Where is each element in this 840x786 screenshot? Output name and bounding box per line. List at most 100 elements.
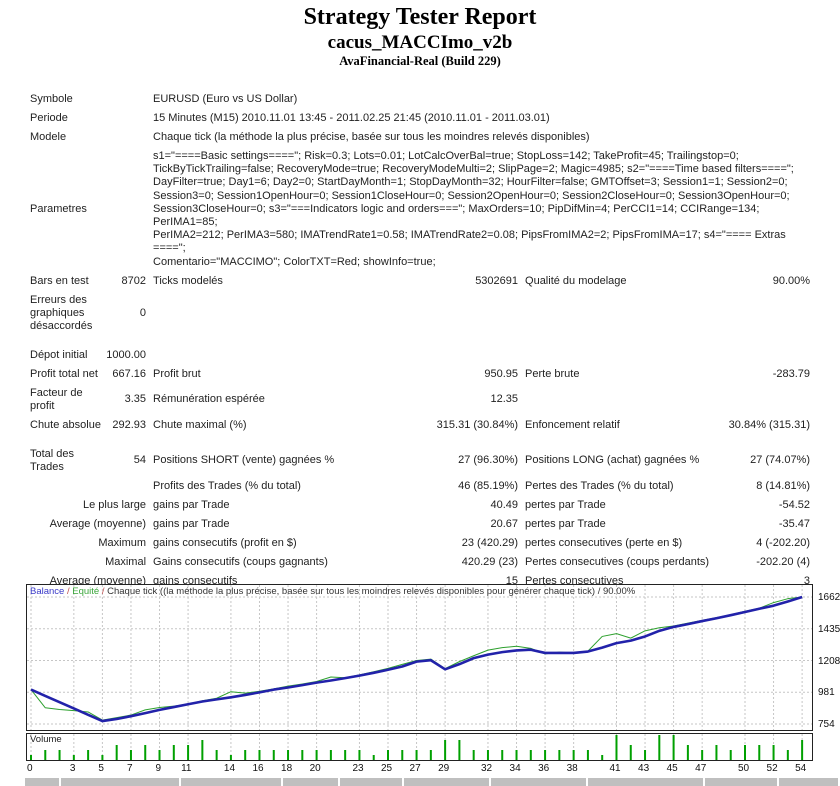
stats-cell: pertes par Trade xyxy=(525,517,606,530)
x-tick-label: 20 xyxy=(309,763,321,774)
stats-cell: 46 (85.19%) xyxy=(458,479,519,492)
balance-curve xyxy=(27,585,812,730)
y-tick-label: 1435 xyxy=(818,623,840,635)
stats-cell: EURUSD (Euro vs US Dollar) xyxy=(153,93,298,105)
stats-cell: -283.79 xyxy=(772,367,811,380)
stats-cell: gains consecutifs xyxy=(153,574,238,587)
stats-cell: 315.31 (30.84%) xyxy=(436,418,519,431)
stats-spacer-row xyxy=(30,435,812,445)
stats-cell: Dépot initial xyxy=(30,348,88,361)
stats-cell: Erreurs des graphiques désaccordés xyxy=(30,293,93,332)
trades-col xyxy=(588,778,703,786)
stats-cell: Pertes des Trades (% du total) xyxy=(525,479,674,492)
stats-cell: Rémunération espérée xyxy=(153,393,265,406)
chart-area: Balance / Equité / Chaque tick ((la méth… xyxy=(0,584,840,778)
stats-row: Modele Chaque tick (la méthode la plus pr… xyxy=(30,128,812,147)
stats-cell: pertes consecutives (perte en $) xyxy=(525,536,683,549)
stats-cell: 15 Minutes (M15) 2010.11.01 13:45 - 2011… xyxy=(153,112,550,124)
stats-cell xyxy=(148,291,812,336)
stats-cell: s1="====Basic settings===="; Risk=0.3; L… xyxy=(153,150,794,268)
stats-row: Maximum gains consecutifs (profit en $) 23… xyxy=(30,534,812,553)
stats-row: Erreurs des graphiques désaccordés 0 xyxy=(30,291,812,336)
stats-cell: 4 (-202.20) xyxy=(756,536,811,549)
volume-label: Volume xyxy=(30,734,62,745)
x-tick-label: 23 xyxy=(352,763,364,774)
stats-cell: 30.84% (315.31) xyxy=(728,418,811,431)
stats-cell: Ticks modelés xyxy=(153,274,223,287)
stats-row: Profit total net 667.16 Profit brut 950.95 P… xyxy=(30,365,812,384)
trades-col xyxy=(705,778,777,786)
stats-cell: 3.35 xyxy=(124,393,147,406)
balance-equity-chart: Balance / Equité / Chaque tick ((la méth… xyxy=(26,584,813,731)
stats-cell: Perte brute xyxy=(525,367,580,380)
stats-cell: 23 (420.29) xyxy=(461,536,519,549)
stats-cell: 3 xyxy=(803,574,811,587)
stats-cell: Pertes consecutives xyxy=(525,574,624,587)
x-tick-label: 50 xyxy=(738,763,750,774)
stats-cell: 27 (96.30%) xyxy=(458,454,519,467)
server-build: AvaFinancial-Real (Build 229) xyxy=(339,54,501,68)
expert-name: cacus_MACCImo_v2b xyxy=(327,32,513,53)
stats-cell xyxy=(30,477,148,496)
stats-row: Periode 15 Minutes (M15) 2010.11.01 13:45… xyxy=(30,109,812,128)
legend-item: Balance xyxy=(30,586,65,597)
x-tick-label: 7 xyxy=(126,763,133,774)
x-tick-label: 54 xyxy=(795,763,807,774)
stats-cell: Chute maximal (%) xyxy=(153,418,247,431)
stats-row: Average (moyenne) gains consecutifs 15 Pert… xyxy=(30,572,812,591)
x-tick-label: 11 xyxy=(181,763,192,774)
stats-cell xyxy=(148,346,812,365)
stats-cell: 20.67 xyxy=(490,517,519,530)
report-title: Strategy Tester Report xyxy=(303,4,537,30)
stats-cell: 667.16 xyxy=(112,367,147,380)
x-tick-label: 32 xyxy=(480,763,493,774)
x-tick-label: 0 xyxy=(27,763,33,774)
chart-legend: Balance / Equité / Chaque tick ((la méth… xyxy=(30,586,635,597)
stats-spacer-row xyxy=(30,336,812,346)
stats-cell: Positions LONG (achat) gagnées % xyxy=(525,454,700,467)
stats-cell: Total des Trades xyxy=(30,447,75,473)
volume-bars xyxy=(30,734,804,760)
stats-cell: Average (moyenne) xyxy=(49,517,147,530)
stats-row: Symbole EURUSD (Euro vs US Dollar) xyxy=(30,90,812,109)
stats-cell: 40.49 xyxy=(490,498,519,511)
trades-col xyxy=(779,778,838,786)
stats-cell: Enfoncement relatif xyxy=(525,418,620,431)
stats-cell: Pertes consecutives (coups perdants) xyxy=(525,555,710,568)
y-tick-label: 1208 xyxy=(818,655,840,667)
stats-cell: Maximal xyxy=(105,555,147,568)
stats-cell: 950.95 xyxy=(484,367,519,380)
x-tick-label: 3 xyxy=(69,763,76,774)
stats-cell: 90.00% xyxy=(772,274,811,287)
legend-item: / xyxy=(64,586,73,597)
trades-col xyxy=(340,778,402,786)
stats-cell: Parametres xyxy=(30,202,87,215)
trades-col xyxy=(404,778,489,786)
stats-row: Total des Trades 54 Positions SHORT (vente… xyxy=(30,445,812,477)
stats-cell: gains par Trade xyxy=(153,517,230,530)
x-tick-label: 14 xyxy=(223,763,236,774)
stats-cell: 0 xyxy=(139,306,147,319)
legend-item: Equité xyxy=(72,586,100,597)
stats-cell: -54.52 xyxy=(778,498,811,511)
stats-cell: 54 xyxy=(133,454,147,467)
stats-cell: Le plus large xyxy=(83,498,147,511)
stats-cell: Chute absolue xyxy=(30,418,101,431)
stats-cell: 27 (74.07%) xyxy=(750,454,811,467)
stats-cell: Modele xyxy=(30,131,67,143)
x-tick-label: 34 xyxy=(509,763,521,774)
legend-item: / xyxy=(99,586,108,597)
stats-row: Average (moyenne) gains par Trade 20.67 per… xyxy=(30,515,812,534)
stats-row: Le plus large gains par Trade 40.49 pertes … xyxy=(30,496,812,515)
x-tick-label: 38 xyxy=(566,763,578,774)
stats-row: Maximal Gains consecutifs (coups gagnants… xyxy=(30,553,812,572)
x-tick-label: 45 xyxy=(666,763,678,774)
stats-cell: Profits des Trades (% du total) xyxy=(153,479,301,492)
y-tick-label: 754 xyxy=(818,719,835,730)
trades-col xyxy=(181,778,281,786)
stats-cell: -35.47 xyxy=(778,517,811,530)
stats-row: Parametres s1="====Basic settings===="; R… xyxy=(30,147,812,272)
x-tick-label: 5 xyxy=(98,763,104,774)
volume-panel: Volume xyxy=(26,733,813,761)
